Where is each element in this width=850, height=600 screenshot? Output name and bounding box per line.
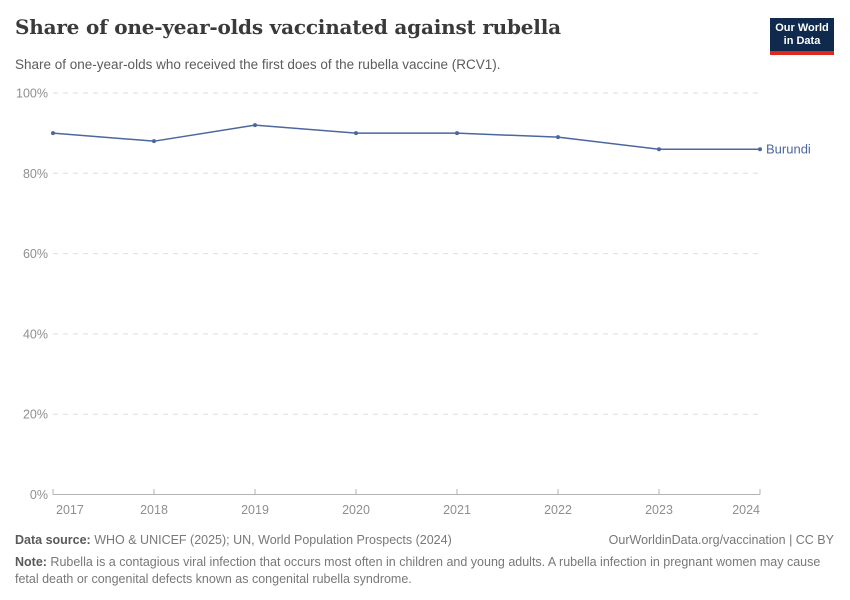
y-tick-label: 40% [23,327,48,341]
chart-note-text: Rubella is a contagious viral infection … [15,555,821,586]
chart-subtitle: Share of one-year-olds who received the … [15,57,501,72]
data-point[interactable] [556,135,560,140]
owid-logo-line2: in Data [783,35,821,47]
y-tick-label: 80% [23,167,48,181]
data-point[interactable] [152,139,156,144]
y-tick-label: 20% [23,408,48,422]
data-point[interactable] [758,147,762,152]
data-point[interactable] [354,131,358,136]
data-point[interactable] [253,123,257,128]
owid-logo[interactable]: Our World in Data [770,18,834,55]
x-tick-label: 2020 [342,503,370,517]
x-tick-label: 2017 [56,503,84,517]
series-label: Burundi [766,142,811,157]
x-tick-label: 2019 [241,503,269,517]
chart-note: Note: Rubella is a contagious viral infe… [15,554,834,588]
data-source: Data source: WHO & UNICEF (2025); UN, Wo… [15,532,452,549]
owid-link[interactable]: OurWorldinData.org/vaccination | CC BY [608,533,834,547]
x-tick-label: 2022 [544,503,572,517]
chart-footer: Data source: WHO & UNICEF (2025); UN, Wo… [15,532,834,588]
data-point[interactable] [657,147,661,152]
page-title: Share of one-year-olds vaccinated agains… [15,15,561,39]
data-line[interactable] [52,124,760,150]
chart-note-label: Note: [15,555,47,569]
x-tick-label: 2024 [732,503,760,517]
x-tick-label: 2018 [140,503,168,517]
data-source-label: Data source: [15,533,91,547]
data-point[interactable] [455,131,459,136]
x-tick-label: 2023 [645,503,673,517]
y-tick-label: 0% [30,488,48,502]
data-point[interactable] [51,131,55,136]
owid-logo-line1: Our World [775,22,829,34]
data-source-text: WHO & UNICEF (2025); UN, World Populatio… [90,533,452,547]
y-tick-label: 100% [16,87,48,101]
y-tick-label: 60% [23,247,48,261]
x-tick-label: 2021 [443,503,471,517]
